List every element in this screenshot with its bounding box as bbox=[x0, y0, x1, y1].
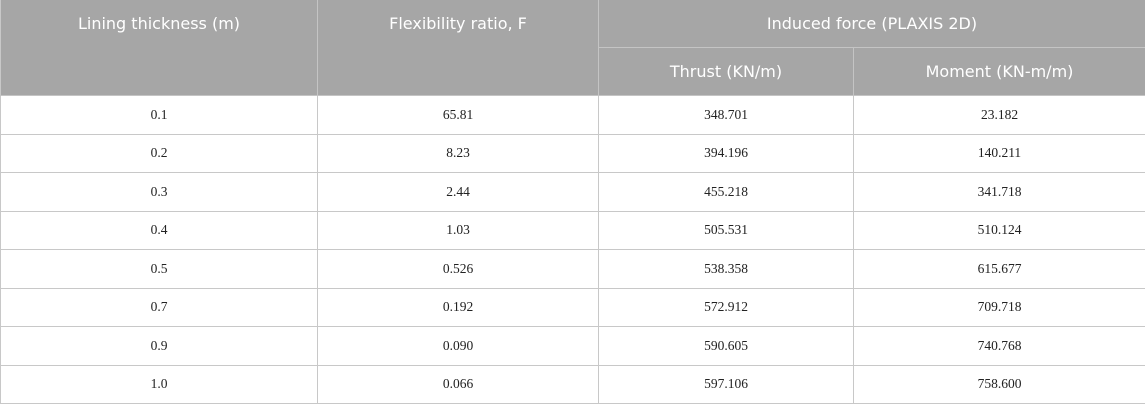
table-row: 0.5 0.526 538.358 615.677 bbox=[0, 249, 1145, 289]
table-cell: 65.81 bbox=[317, 95, 599, 135]
table-row: 0.4 1.03 505.531 510.124 bbox=[0, 210, 1145, 250]
table-body: 0.1 65.81 348.701 23.182 0.2 8.23 394.196 140.2… bbox=[0, 95, 1145, 404]
table-cell: 572.912 bbox=[598, 287, 854, 327]
table-cell: 8.23 bbox=[317, 133, 599, 173]
table-cell: 597.106 bbox=[598, 364, 854, 404]
table-cell: 0.4 bbox=[0, 210, 318, 250]
table-row: 0.2 8.23 394.196 140.211 bbox=[0, 133, 1145, 173]
table-cell: 505.531 bbox=[598, 210, 854, 250]
table-cell: 455.218 bbox=[598, 172, 854, 212]
table-cell: 0.090 bbox=[317, 326, 599, 366]
table-header: Lining thickness (m) Flexibility ratio, … bbox=[0, 0, 1145, 96]
table-cell: 510.124 bbox=[852, 210, 1145, 250]
table-cell: 23.182 bbox=[852, 95, 1145, 135]
column-header: Flexibility ratio, F bbox=[317, 0, 599, 96]
table-cell: 0.066 bbox=[317, 364, 599, 404]
table-cell: 709.718 bbox=[852, 287, 1145, 327]
table-row: 0.1 65.81 348.701 23.182 bbox=[0, 95, 1145, 135]
column-header: Lining thickness (m) bbox=[0, 0, 318, 96]
table-cell: 758.600 bbox=[852, 364, 1145, 404]
table-cell: 140.211 bbox=[852, 133, 1145, 173]
column-header: Moment (KN-m/m) bbox=[852, 47, 1145, 96]
table-row: 0.3 2.44 455.218 341.718 bbox=[0, 172, 1145, 212]
table-cell: 341.718 bbox=[852, 172, 1145, 212]
table-cell: 590.605 bbox=[598, 326, 854, 366]
table-cell: 0.2 bbox=[0, 133, 318, 173]
table-row: 0.7 0.192 572.912 709.718 bbox=[0, 287, 1145, 327]
table-cell: 1.0 bbox=[0, 364, 318, 404]
header-row: Thrust (KN/m) Moment (KN-m/m) bbox=[1, 47, 1145, 96]
group-header: Induced force (PLAXIS 2D) bbox=[597, 0, 1145, 48]
table-cell: 538.358 bbox=[598, 249, 854, 289]
table-cell: 0.9 bbox=[0, 326, 318, 366]
table-cell: 1.03 bbox=[317, 210, 599, 250]
table-cell: 2.44 bbox=[317, 172, 599, 212]
table-cell: 0.5 bbox=[0, 249, 318, 289]
table-cell: 0.7 bbox=[0, 287, 318, 327]
table-cell: 0.3 bbox=[0, 172, 318, 212]
table-row: 0.9 0.090 590.605 740.768 bbox=[0, 326, 1145, 366]
column-header: Thrust (KN/m) bbox=[598, 47, 854, 96]
table-cell: 394.196 bbox=[598, 133, 854, 173]
table-cell: 0.1 bbox=[0, 95, 318, 135]
table-cell: 348.701 bbox=[598, 95, 854, 135]
table-cell: 615.677 bbox=[852, 249, 1145, 289]
table-cell: 0.192 bbox=[317, 287, 599, 327]
table-cell: 0.526 bbox=[317, 249, 599, 289]
table-row: 1.0 0.066 597.106 758.600 bbox=[0, 364, 1145, 404]
header-row: Lining thickness (m) Flexibility ratio, … bbox=[0, 0, 1145, 96]
table-cell: 740.768 bbox=[852, 326, 1145, 366]
